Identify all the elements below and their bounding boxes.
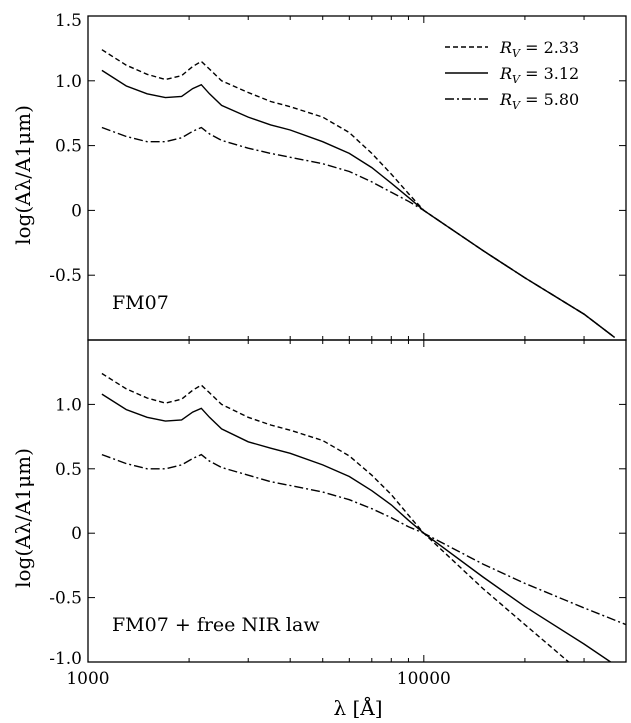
series-line-dashdot [101, 126, 616, 338]
series-line-dashed [101, 49, 616, 338]
bottom-panel: log(Aλ/A1μm) FM07 + free NIR law λ [Å] -… [11, 339, 627, 720]
y-tick-label: 0 [71, 524, 82, 544]
plot-frame [87, 339, 627, 663]
panel-annotation-bottom: FM07 + free NIR law [112, 614, 320, 636]
legend: RV = 2.33 RV = 3.12 RV = 5.80 [445, 38, 579, 112]
y-tick-label: -0.5 [49, 589, 82, 609]
y-tick-label: 0.5 [55, 137, 82, 157]
y-axis-label-bottom: log(Aλ/A1μm) [11, 448, 35, 588]
series-line-solid [101, 69, 616, 338]
y-tick-label: -0.5 [49, 266, 82, 286]
series-line-solid [101, 393, 611, 662]
legend-label: RV = 2.33 [499, 38, 579, 60]
y-tick-label: 0.5 [55, 460, 82, 480]
y-tick-label: 1.0 [55, 72, 82, 92]
x-tick-label: 10000 [397, 669, 451, 689]
y-axis-label-top: log(Aλ/A1μm) [11, 105, 35, 245]
legend-label: RV = 5.80 [499, 90, 579, 112]
y-tick-label: 0 [71, 201, 82, 221]
y-tick-label: 1.0 [55, 395, 82, 415]
x-axis-label: λ [Å] [333, 695, 382, 720]
series-line-dashdot [101, 453, 626, 626]
y-tick-label: -1.0 [49, 649, 82, 669]
legend-label: RV = 3.12 [499, 64, 579, 86]
x-tick-label: 1000 [66, 669, 109, 689]
series-line-dashed [101, 372, 570, 662]
y-tick-label: 1.5 [55, 11, 82, 31]
panel-annotation-top: FM07 [112, 292, 169, 314]
